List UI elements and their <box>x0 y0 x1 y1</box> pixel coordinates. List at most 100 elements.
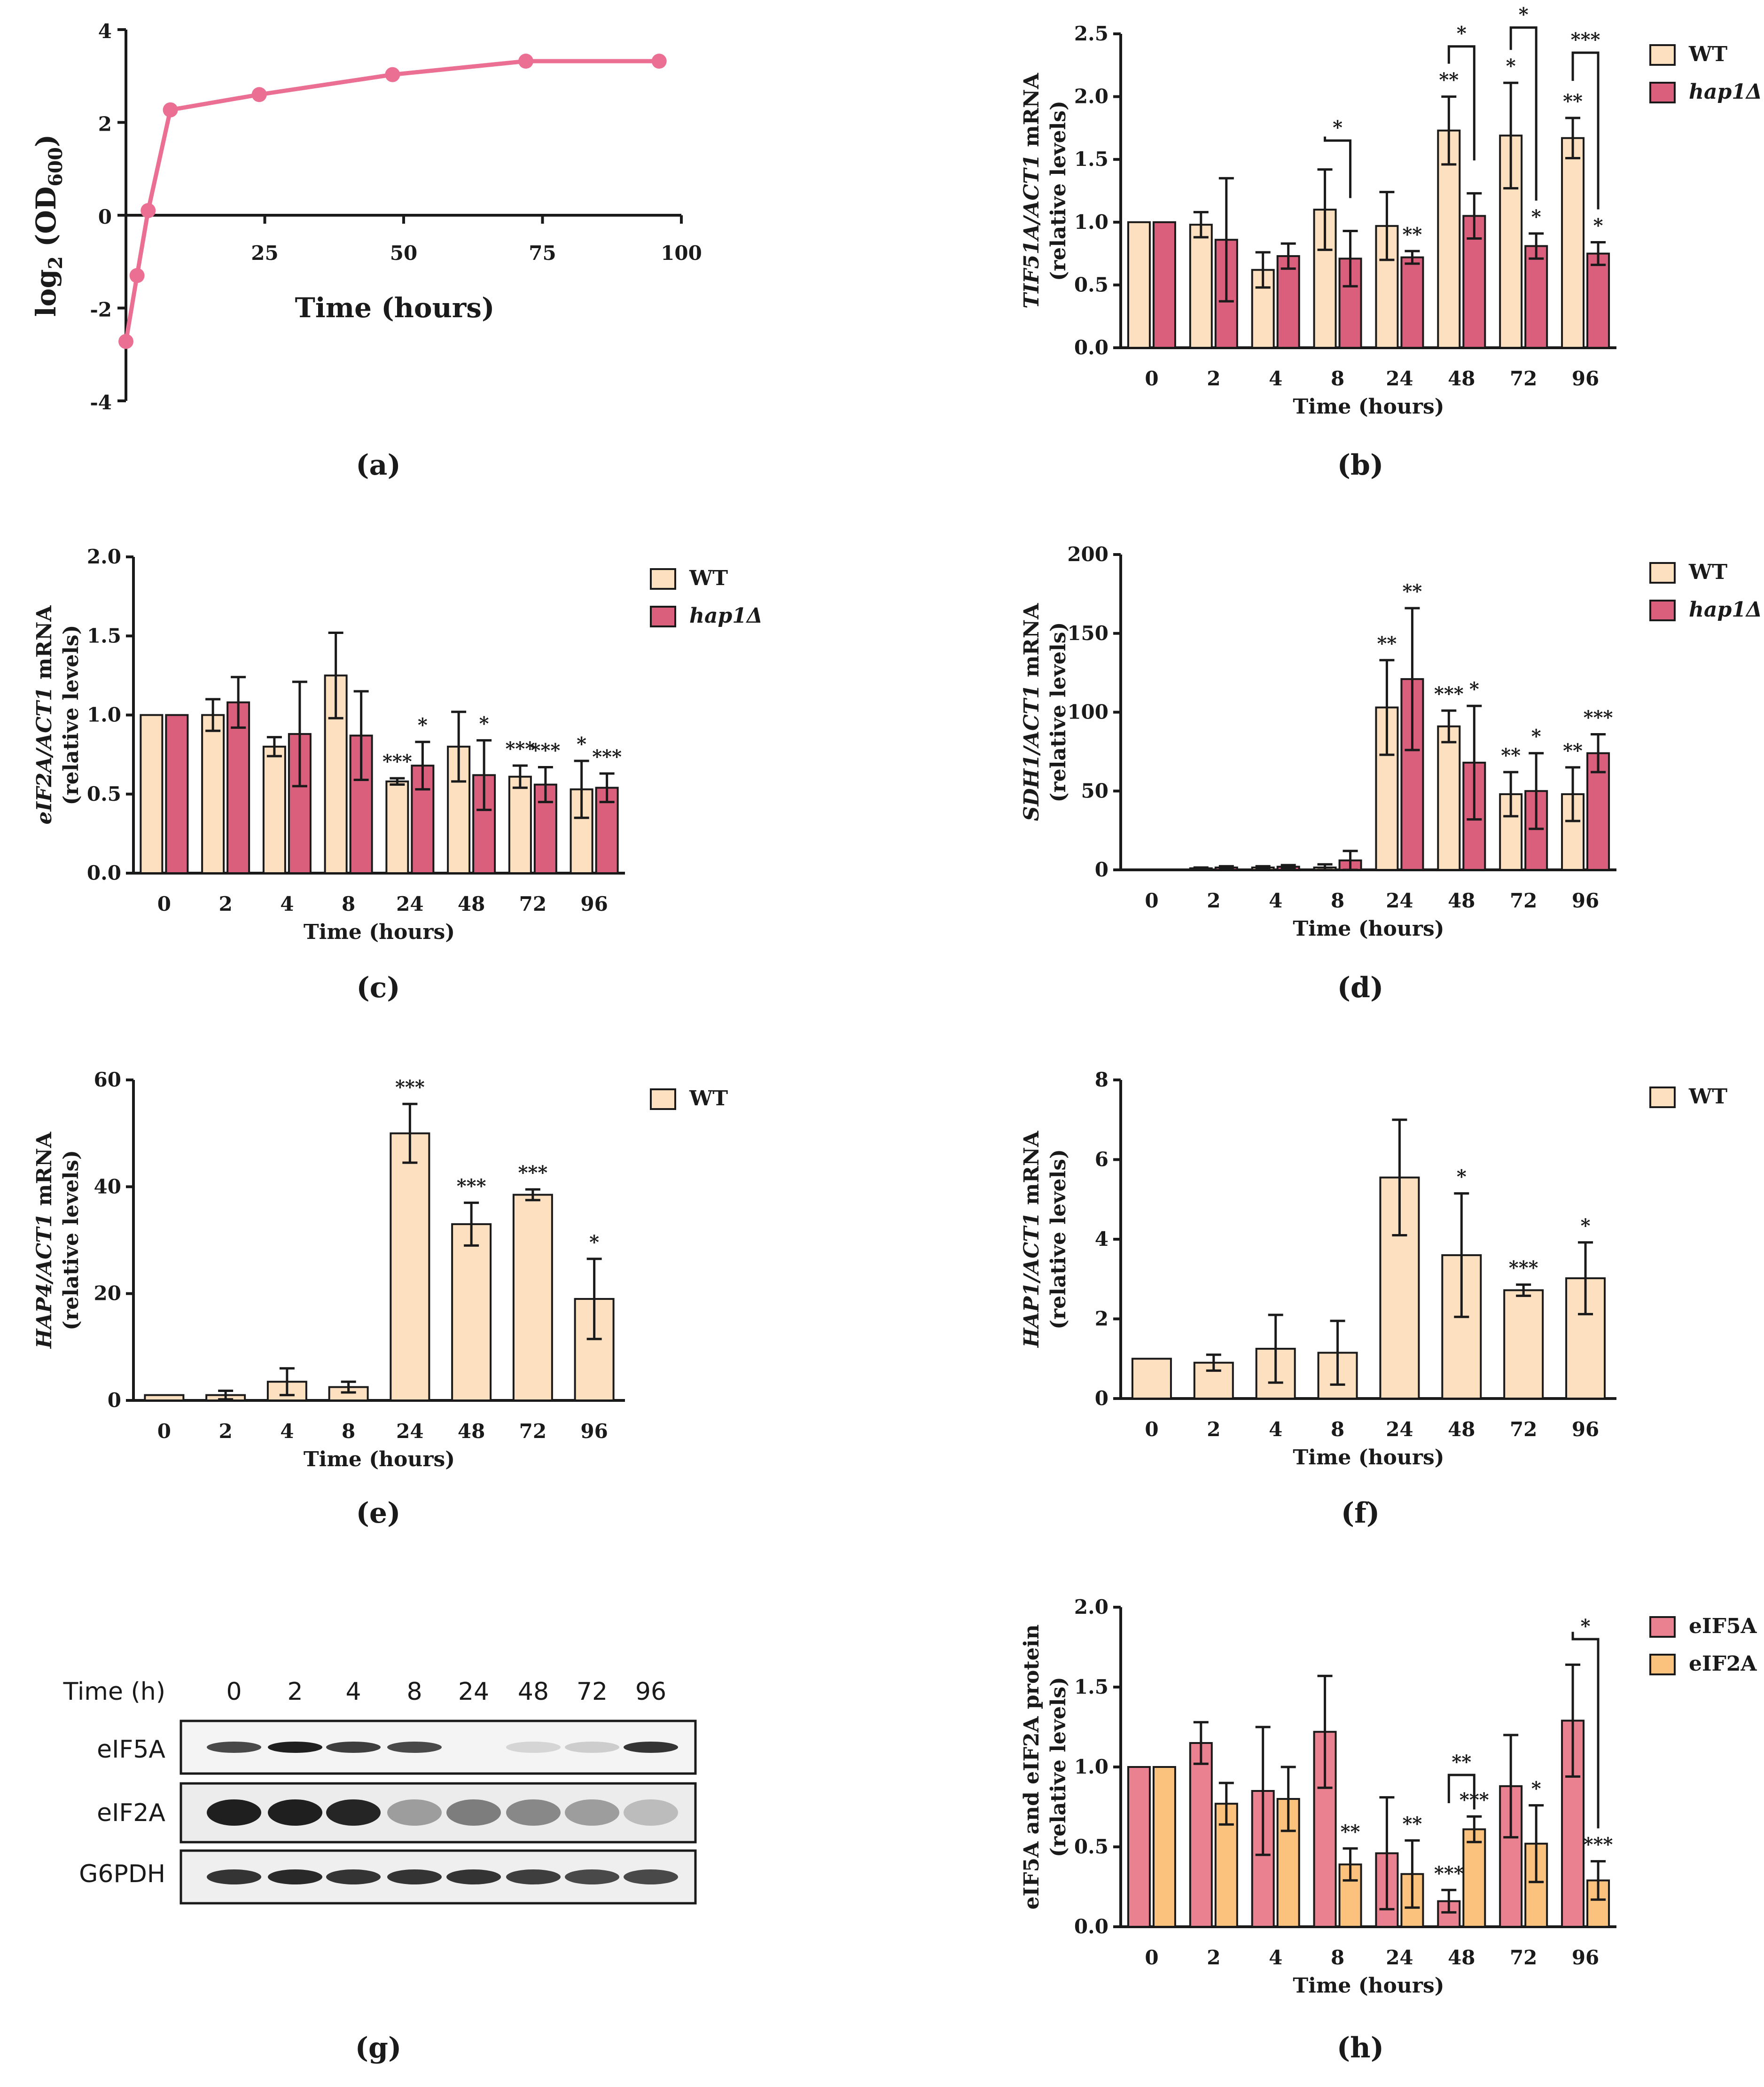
panel-c-significance: *** <box>531 740 560 762</box>
panel-e-significance: * <box>589 1231 599 1253</box>
panel-h-legend-label: eIF2A <box>1689 1652 1757 1676</box>
panel-f-y-tick-label: 6 <box>1095 1148 1108 1171</box>
panel-d-significance: * <box>1469 678 1479 700</box>
panel-e-bar-wt <box>451 1223 492 1401</box>
panel-h-bracket-label: * <box>1581 1615 1591 1637</box>
panel-b-x-tick-label: 0 <box>1145 367 1158 390</box>
panel-e-x-tick-label: 8 <box>342 1420 355 1443</box>
blot-band-eif5a <box>624 1742 678 1753</box>
panel-c-significance: *** <box>592 746 622 768</box>
panel-b-significance: ** <box>1439 69 1459 91</box>
panel-e-legend-swatch <box>650 1088 676 1110</box>
panel-a-data-point <box>518 54 534 69</box>
panel-b-bracket-label: * <box>1457 23 1467 45</box>
panel-b-bracket <box>1509 26 1538 201</box>
panel-d-y-tick-label: 100 <box>1067 701 1108 724</box>
panel-c-bar-wt <box>140 714 164 874</box>
panel-a-data-point <box>251 87 267 102</box>
panel-d-legend-swatch <box>1649 600 1676 621</box>
panel-d-significance: ** <box>1563 740 1583 762</box>
panel-c-legend-swatch <box>650 606 676 627</box>
panel-a-data-point <box>129 268 145 283</box>
blot-band-g6pdh <box>506 1869 561 1884</box>
panel-f-y-tick-label: 8 <box>1095 1068 1108 1091</box>
panel-f-x-tick-label: 0 <box>1145 1418 1158 1441</box>
panel-e-x-tick-label: 0 <box>157 1420 171 1443</box>
panel-f-legend-swatch <box>1649 1086 1676 1108</box>
panel-d-xlabel: Time (hours) <box>1293 917 1444 941</box>
panel-d-x-tick-label: 2 <box>1207 889 1220 912</box>
panel-f-x-tick-label: 24 <box>1386 1418 1413 1441</box>
panel-f-y-tick-label: 2 <box>1095 1307 1108 1330</box>
panel-a-data-point <box>651 54 667 69</box>
panel-c-x-tick-label: 4 <box>280 892 294 915</box>
panel-h-legend-swatch <box>1649 1654 1676 1675</box>
panel-b-bar-hap1 <box>1586 252 1610 349</box>
panel-a-x-tick-label: 50 <box>390 242 417 265</box>
panel-b-bracket <box>1324 136 1352 198</box>
panel-f-x-tick-label: 96 <box>1572 1418 1599 1441</box>
blot-band-eif5a <box>387 1742 442 1753</box>
panel-b-bracket <box>1571 51 1600 210</box>
panel-c-bar-wt <box>508 775 532 874</box>
panel-c-bar-hap1 <box>472 774 496 874</box>
blot-band-g6pdh <box>387 1869 442 1884</box>
blot-row-label-eif2a: eIF2A <box>97 1799 165 1827</box>
panel-a-x-tick-label: 25 <box>251 242 278 265</box>
panel-f-x-tick-label: 72 <box>1510 1418 1537 1441</box>
blot-band-eif2a <box>326 1799 381 1826</box>
panel-d-x-tick-label: 96 <box>1572 889 1599 912</box>
panel-c-bar-hap1 <box>165 714 189 874</box>
panel-h-x-tick-label: 4 <box>1269 1946 1282 1969</box>
panel-d-ylabel2: (relative levels) <box>1046 622 1070 803</box>
panel-d-legend-label: hap1Δ <box>1689 598 1762 622</box>
blot-band-eif5a <box>506 1742 561 1753</box>
panel-f-label: (f) <box>1341 1497 1380 1530</box>
panel-f-xlabel: Time (hours) <box>1293 1446 1444 1469</box>
blot-lane-label: 8 <box>406 1678 422 1706</box>
panel-b-bar-hap1 <box>1400 256 1424 349</box>
panel-f-bar-wt <box>1565 1277 1606 1399</box>
panel-c-y-tick-label: 1.5 <box>87 624 121 647</box>
panel-f-x-tick-label: 48 <box>1448 1418 1475 1441</box>
panel-d-significance: * <box>1531 726 1541 748</box>
panel-d-x-tick-label: 72 <box>1510 889 1537 912</box>
panel-b-ylabel: TIF51A/ACT1 mRNA <box>1020 72 1044 308</box>
panel-d-x-tick-label: 8 <box>1331 889 1344 912</box>
panel-d-x-tick-label: 0 <box>1145 889 1158 912</box>
panel-d-x-tick-label: 48 <box>1448 889 1475 912</box>
panel-h-xlabel: Time (hours) <box>1293 1974 1444 1998</box>
panel-f-x-tick-label: 2 <box>1207 1418 1220 1441</box>
panel-e-label: (e) <box>356 1497 401 1530</box>
panel-f-bar-wt <box>1503 1289 1544 1399</box>
panel-a-y-tick-label: 2 <box>98 113 112 136</box>
blot-band-eif2a <box>506 1799 561 1826</box>
panel-h-x-tick-label: 2 <box>1207 1946 1220 1969</box>
panel-c-xlabel: Time (hours) <box>304 920 455 944</box>
panel-c-significance: * <box>577 733 586 755</box>
panel-b-legend-label: hap1Δ <box>1689 80 1762 104</box>
blot-lane-label: 24 <box>458 1678 489 1706</box>
panel-b-bracket-label: * <box>1333 117 1343 139</box>
panel-h-significance: *** <box>1434 1862 1464 1884</box>
panel-d-legend-label: WT <box>1688 560 1727 584</box>
panel-b-legend-label: WT <box>1688 42 1727 66</box>
panel-b-y-tick-label: 0.0 <box>1074 336 1108 359</box>
panel-c-y-tick-label: 0.5 <box>87 782 121 805</box>
panel-a-xlabel: Time (hours) <box>295 292 495 324</box>
blot-band-g6pdh <box>326 1869 381 1884</box>
panel-d-y-tick-label: 0 <box>1095 858 1108 881</box>
panel-h-legend-swatch <box>1649 1616 1676 1638</box>
panel-a-growth-curve: Time (hours) log2 (OD600) (a) 4 2 0 -2 -4 25 5… <box>30 20 702 482</box>
panel-e-y-tick-label: 40 <box>94 1175 121 1198</box>
panel-g-label: (g) <box>355 2032 402 2064</box>
panel-c-legend-swatch <box>650 568 676 590</box>
panel-a-y-tick-label: -2 <box>90 298 112 321</box>
panel-e-bar-wt <box>512 1194 553 1401</box>
panel-e-significance: *** <box>457 1175 486 1197</box>
panel-e-y-tick-label: 20 <box>94 1282 121 1305</box>
panel-e-significance: *** <box>518 1162 547 1184</box>
panel-e-bar-wt <box>144 1394 185 1401</box>
